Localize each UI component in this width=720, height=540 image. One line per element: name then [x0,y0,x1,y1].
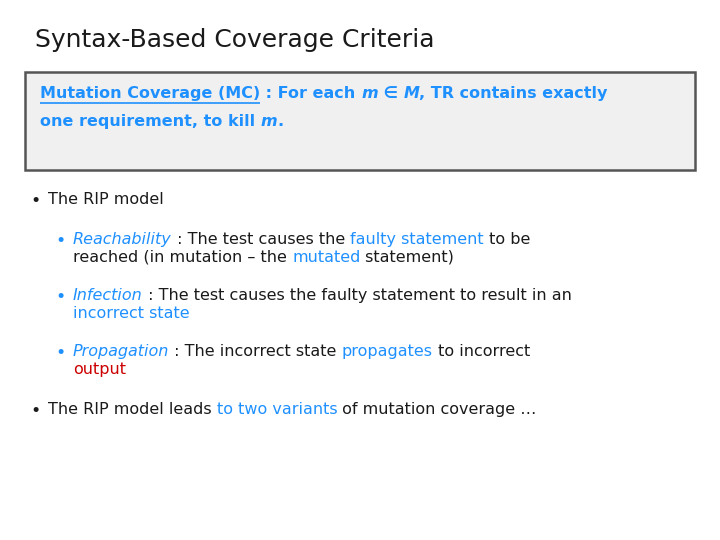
Text: : The incorrect state: : The incorrect state [169,344,342,359]
Text: mutated: mutated [292,250,361,265]
Text: incorrect state: incorrect state [73,306,189,321]
Text: Propagation: Propagation [73,344,169,359]
Text: M: M [403,86,419,101]
Text: : The test causes the: : The test causes the [172,232,350,247]
Text: output: output [73,362,126,377]
Text: The RIP model: The RIP model [48,192,163,207]
Bar [25,72,695,170]
Text: •: • [55,232,66,250]
Text: of mutation coverage …: of mutation coverage … [338,402,536,417]
Text: statement): statement) [361,250,454,265]
Text: •: • [30,192,40,210]
Text: propagates: propagates [342,344,433,359]
Text: : For each: : For each [260,86,361,101]
Text: faulty statement: faulty statement [350,232,484,247]
Text: The RIP model leads: The RIP model leads [48,402,217,417]
Text: Reachability: Reachability [73,232,172,247]
Text: Mutation Coverage (MC): Mutation Coverage (MC) [40,86,260,101]
Text: : The test causes the faulty statement to result in an: : The test causes the faulty statement t… [143,288,572,303]
Text: Infection: Infection [73,288,143,303]
Text: ∈: ∈ [378,86,403,101]
Text: to two variants: to two variants [217,402,338,417]
Text: Syntax-Based Coverage Criteria: Syntax-Based Coverage Criteria [35,28,434,52]
Text: to incorrect: to incorrect [433,344,530,359]
Text: •: • [30,402,40,420]
Text: m: m [361,86,378,101]
Text: m: m [261,114,277,129]
Text: reached (in mutation – the: reached (in mutation – the [73,250,292,265]
Text: , TR contains exactly: , TR contains exactly [419,86,608,101]
Text: .: . [277,114,284,129]
Text: one requirement, to kill: one requirement, to kill [40,114,261,129]
Text: to be: to be [484,232,530,247]
Text: •: • [55,288,66,306]
Text: •: • [55,344,66,362]
